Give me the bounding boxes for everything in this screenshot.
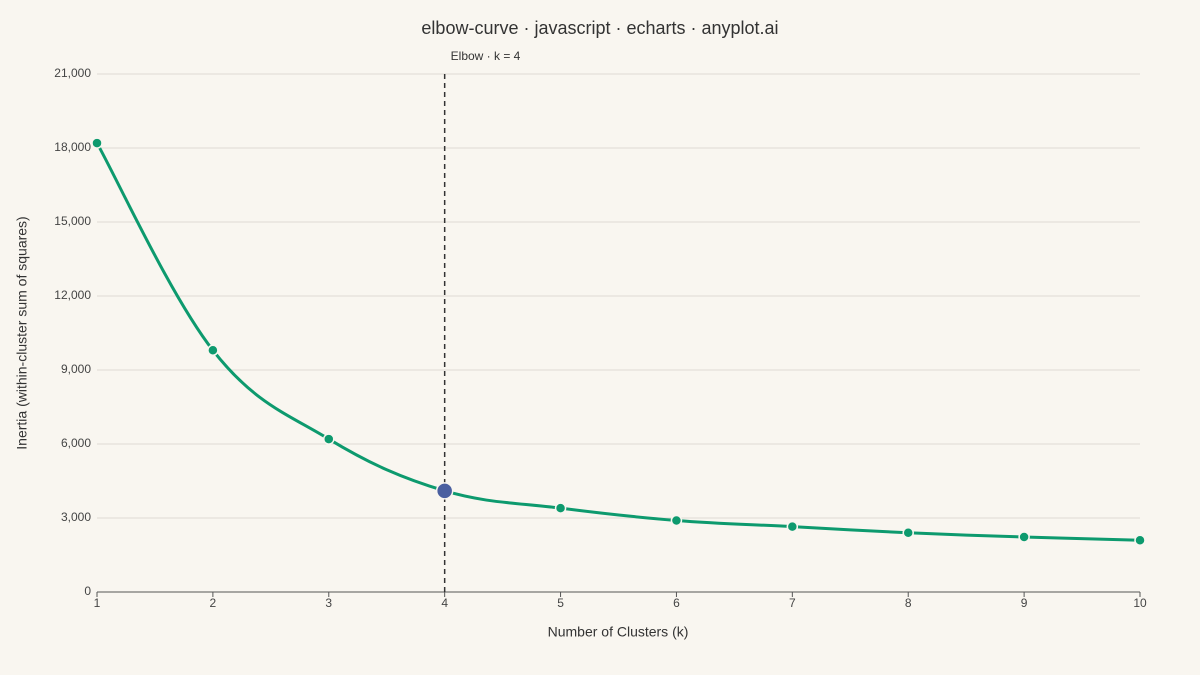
y-tick-label: 18,000: [54, 140, 91, 154]
y-tick-label: 15,000: [54, 214, 91, 228]
y-tick-label: 9,000: [61, 362, 91, 376]
x-tick-label: 6: [673, 596, 680, 610]
point: [1018, 531, 1030, 543]
y-tick-label: 21,000: [54, 66, 91, 80]
point: [670, 514, 683, 527]
point: [207, 344, 219, 357]
x-tick-label: 4: [441, 596, 448, 610]
series-line: [95, 142, 1141, 542]
x-tick-label: 10: [1133, 596, 1147, 610]
y-tick-label: 0: [84, 584, 91, 598]
point: [323, 433, 335, 445]
elbow-point: [435, 482, 454, 500]
elbow-label: Elbow · k = 4: [451, 49, 521, 63]
x-tick-label: 2: [210, 596, 217, 610]
x-tick-label: 5: [557, 596, 564, 610]
point: [554, 502, 567, 514]
y-tick-label: 12,000: [54, 288, 91, 302]
point: [902, 527, 914, 539]
point: [91, 137, 103, 149]
x-tick-label: 1: [94, 596, 101, 610]
x-axis-label: Number of Clusters (k): [548, 624, 689, 640]
y-tick-label: 3,000: [61, 510, 91, 524]
point: [1134, 534, 1146, 546]
x-tick-label: 3: [325, 596, 332, 610]
x-tick-label: 7: [789, 596, 796, 610]
point: [786, 520, 799, 533]
chart-title: elbow-curve · javascript · echarts · any…: [421, 18, 778, 38]
y-axis-label: Inertia (within-cluster sum of squares): [14, 216, 30, 449]
x-tick-label: 8: [905, 596, 912, 610]
x-tick-label: 9: [1021, 596, 1028, 610]
y-tick-label: 6,000: [61, 436, 91, 450]
